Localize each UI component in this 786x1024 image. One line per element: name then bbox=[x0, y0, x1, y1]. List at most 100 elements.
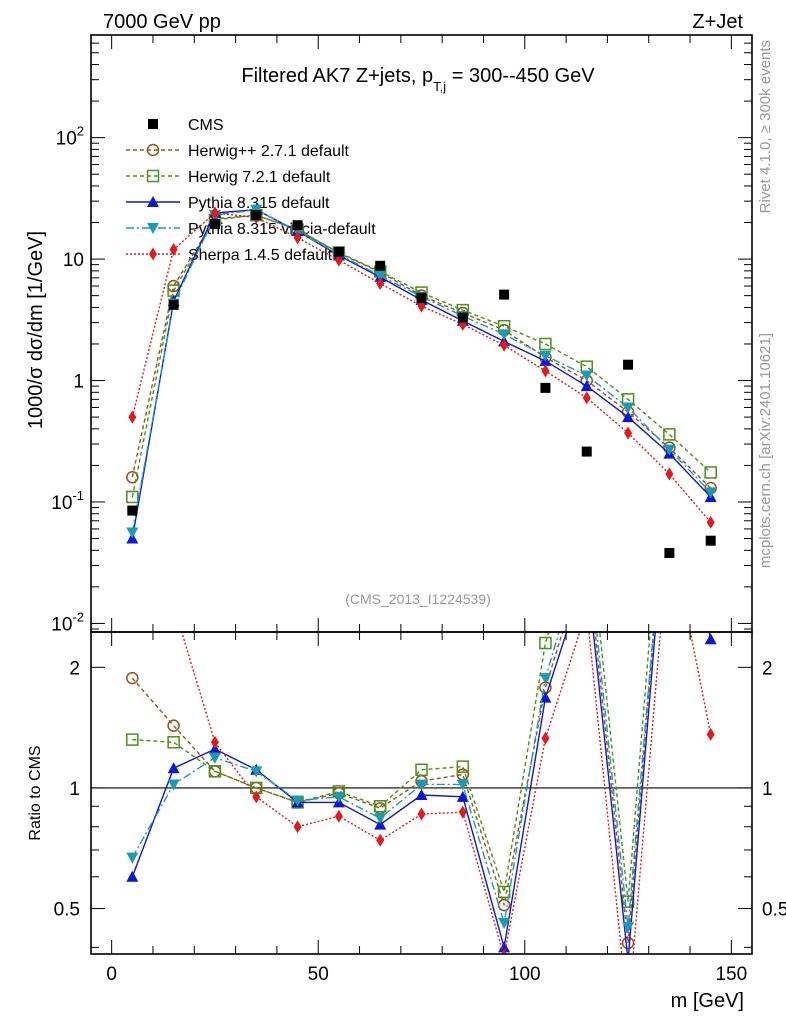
ratio-point bbox=[665, 520, 673, 533]
ratio-point bbox=[706, 727, 715, 741]
data-point bbox=[168, 299, 179, 310]
x-tick-label: 150 bbox=[715, 964, 747, 985]
y-tick-label-upper: 10-2 bbox=[51, 609, 84, 635]
series-point bbox=[665, 467, 674, 481]
cms-data-upper bbox=[127, 210, 716, 559]
data-point bbox=[540, 382, 551, 393]
data-point bbox=[292, 220, 303, 231]
ratio-point bbox=[498, 941, 511, 953]
ratio-point bbox=[376, 833, 385, 847]
x-tick-label: 0 bbox=[106, 964, 117, 985]
ratio-point bbox=[624, 1009, 632, 1022]
series-point bbox=[126, 490, 139, 504]
legend-entry: Pythia 8.315 default bbox=[126, 195, 330, 212]
series-point bbox=[417, 299, 426, 313]
series-4-ratio bbox=[181, 520, 715, 1022]
series-4-upper bbox=[128, 206, 715, 529]
ratio-point bbox=[126, 870, 139, 882]
ratio-point bbox=[581, 502, 592, 513]
header-left: 7000 GeV pp bbox=[103, 11, 221, 33]
series-point bbox=[374, 270, 387, 282]
ratio-point bbox=[704, 633, 717, 645]
ratio-point bbox=[705, 617, 717, 628]
ratio-point bbox=[250, 766, 263, 778]
legend-marker bbox=[149, 247, 157, 261]
ratio-point bbox=[501, 949, 507, 954]
series-point bbox=[210, 206, 219, 220]
series-point bbox=[580, 370, 593, 382]
ratio-point bbox=[456, 760, 470, 773]
ratio-panel-marks bbox=[91, 502, 752, 1022]
series-point bbox=[126, 470, 139, 484]
series-point bbox=[376, 276, 385, 290]
y-tick-exponent: -2 bbox=[72, 609, 84, 624]
ratio-point bbox=[539, 673, 552, 685]
data-point bbox=[416, 292, 427, 303]
ratio-point bbox=[126, 852, 139, 864]
ratio-point bbox=[581, 533, 593, 544]
series-point bbox=[582, 391, 591, 405]
legend-entry: CMS bbox=[148, 117, 224, 134]
legend-label: Herwig++ 2.7.1 default bbox=[188, 143, 350, 160]
title-main: Filtered AK7 Z+jets, p bbox=[241, 65, 433, 87]
y-axis-label-upper: 1000/σ dσ/dm [1/GeV] bbox=[25, 231, 47, 429]
series-point bbox=[498, 329, 511, 341]
y-tick-label-ratio-left: 1 bbox=[69, 779, 80, 800]
y-tick-base: 10 bbox=[51, 493, 72, 514]
series-point bbox=[539, 350, 552, 362]
plot-frames bbox=[90, 34, 753, 955]
series-point bbox=[128, 410, 137, 424]
ratio-line bbox=[132, 632, 651, 902]
ratio-point bbox=[621, 936, 635, 950]
ratio-point bbox=[126, 671, 139, 685]
data-point bbox=[375, 260, 386, 271]
ratio-point bbox=[415, 789, 428, 801]
data-point bbox=[209, 218, 220, 229]
ratio-point bbox=[208, 765, 222, 778]
data-point bbox=[581, 446, 592, 457]
y-tick-exponent: 2 bbox=[77, 124, 84, 139]
ratio-point bbox=[373, 799, 387, 813]
ratio-point bbox=[417, 807, 426, 821]
data-point bbox=[333, 246, 344, 257]
series-point bbox=[622, 411, 635, 423]
ratio-line bbox=[131, 632, 655, 944]
ratio-point bbox=[293, 820, 302, 834]
title-subscript: T,j bbox=[433, 79, 446, 94]
ratio-point bbox=[581, 564, 593, 575]
series-point bbox=[622, 402, 635, 414]
ratio-panel-frame bbox=[90, 631, 753, 955]
legend-entry: Herwig 7.2.1 default bbox=[126, 169, 331, 186]
data-point bbox=[664, 548, 675, 559]
ratio-point bbox=[705, 610, 716, 621]
data-point bbox=[705, 535, 716, 546]
y-tick-label-upper: 1 bbox=[73, 372, 84, 393]
y-tick-base: 10 bbox=[51, 614, 72, 635]
y-tick-base: 1 bbox=[73, 372, 84, 393]
legend-marker bbox=[147, 196, 159, 207]
legend-entry: Herwig++ 2.7.1 default bbox=[126, 143, 350, 160]
series-point bbox=[541, 364, 550, 378]
y-tick-base: 10 bbox=[63, 250, 84, 271]
series-point bbox=[704, 466, 717, 479]
chart-title: Filtered AK7 Z+jets, pT,j = 300--450 GeV bbox=[241, 65, 595, 94]
legend-marker bbox=[148, 119, 158, 129]
ratio-point bbox=[581, 548, 592, 559]
ratio-point bbox=[415, 779, 428, 791]
data-point bbox=[251, 210, 262, 221]
y-tick-label-upper: 102 bbox=[56, 124, 84, 150]
ratio-line bbox=[131, 632, 655, 927]
y-axis-label-ratio: Ratio to CMS bbox=[27, 745, 44, 840]
series-point bbox=[539, 337, 552, 351]
title-tail: = 300--450 GeV bbox=[446, 65, 595, 87]
series-2-ratio bbox=[126, 564, 717, 954]
ratio-point bbox=[497, 885, 511, 899]
legend-label: Sherpa 1.4.5 default bbox=[188, 247, 333, 264]
series-1-ratio bbox=[126, 502, 651, 908]
ratio-point bbox=[583, 604, 591, 617]
x-tick-label: 100 bbox=[509, 964, 541, 985]
ratio-point bbox=[167, 762, 180, 774]
legend-marker bbox=[147, 223, 159, 234]
